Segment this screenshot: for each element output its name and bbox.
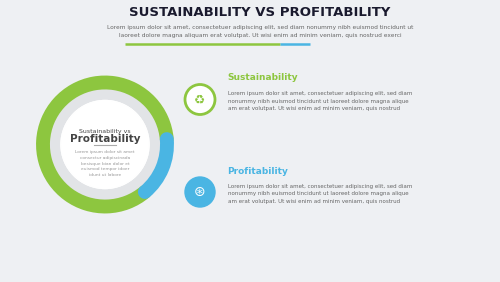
Circle shape (61, 100, 149, 188)
Text: Lorem ipsum dolor sit amet, consectetuer adipiscing elit, sed diam
nonummy nibh : Lorem ipsum dolor sit amet, consectetuer… (228, 184, 412, 204)
Text: Sustainability vs: Sustainability vs (79, 129, 131, 133)
Text: Profitability: Profitability (70, 135, 140, 144)
Text: Sustainability: Sustainability (228, 74, 298, 83)
Text: Lorem ipsum dolor sit amet, consectetuer adipiscing elit, sed diam nonummy nibh : Lorem ipsum dolor sit amet, consectetuer… (107, 25, 413, 30)
Circle shape (61, 100, 149, 188)
Circle shape (185, 177, 215, 207)
Circle shape (185, 85, 215, 114)
Text: ⊛: ⊛ (194, 185, 206, 199)
Text: Lorem ipsum dolor sit amet, consectetuer adipiscing elit, sed diam
nonummy nibh : Lorem ipsum dolor sit amet, consectetuer… (228, 91, 412, 111)
Text: Lorem ipsum dolor sit amet
consectur adipiscinada
besisque bian dolor et
euismod: Lorem ipsum dolor sit amet consectur adi… (75, 151, 135, 177)
Text: SUSTAINABILITY VS PROFITABILITY: SUSTAINABILITY VS PROFITABILITY (130, 6, 390, 19)
Text: Profitability: Profitability (228, 166, 288, 175)
Text: ♻: ♻ (194, 93, 205, 106)
Text: laoreet dolore magna aliquam erat volutpat. Ut wisi enim ad minim veniam, quis n: laoreet dolore magna aliquam erat volutp… (118, 33, 402, 38)
Circle shape (43, 83, 167, 206)
